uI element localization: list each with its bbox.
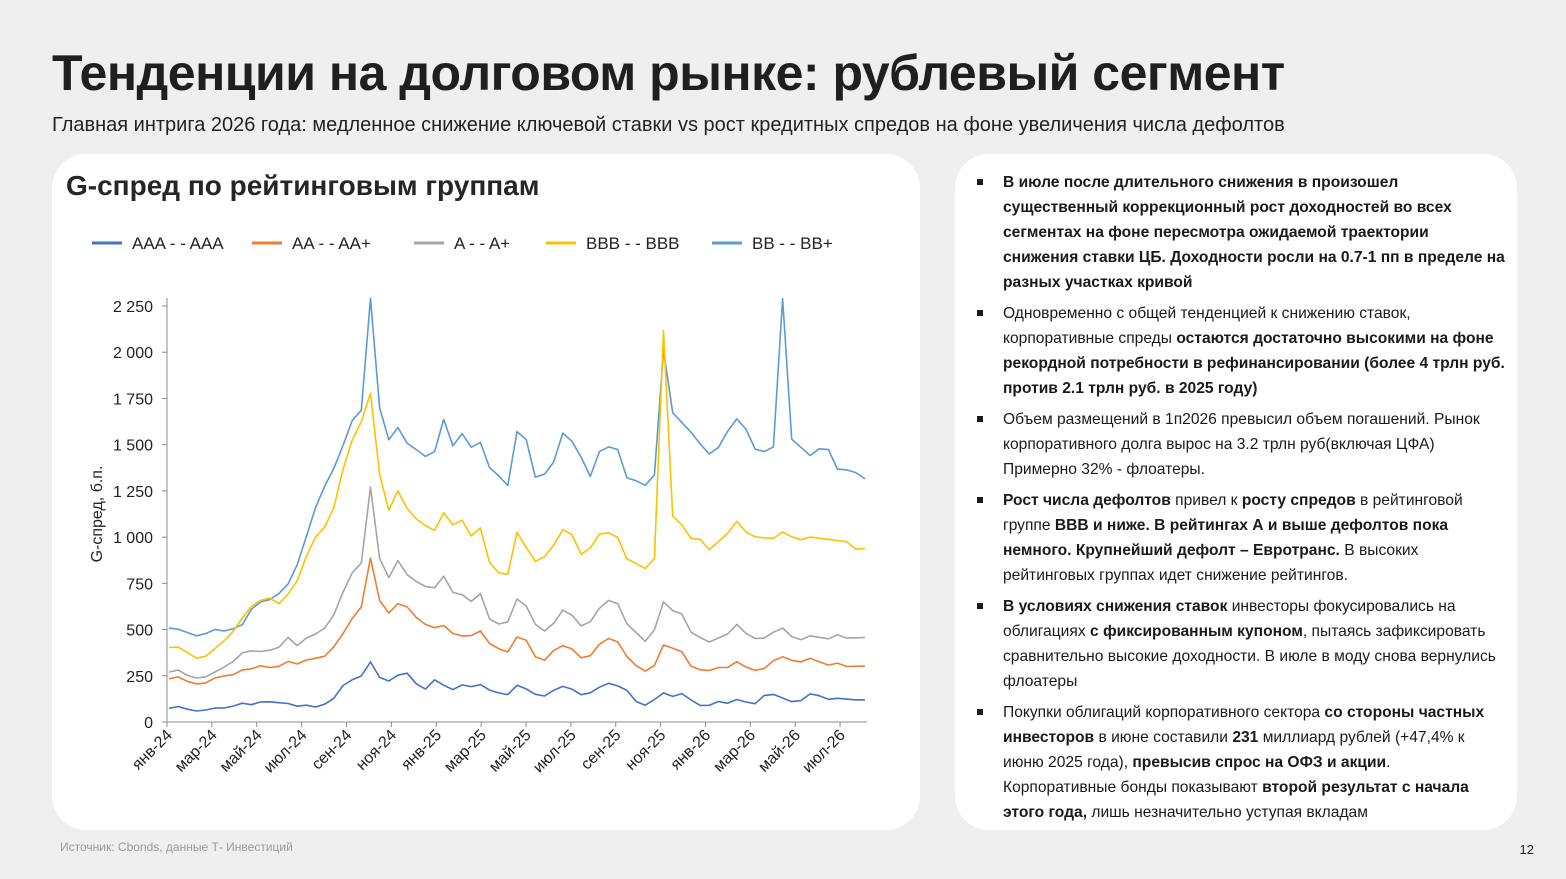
x-tick-label: янв-26 bbox=[668, 727, 715, 774]
legend-label-1: AA - - AA+ bbox=[292, 234, 371, 253]
x-tick-label: июл-25 bbox=[530, 727, 580, 777]
commentary-bullets: В июле после длительного снижения в прои… bbox=[977, 170, 1507, 831]
y-tick-label: 0 bbox=[144, 715, 153, 732]
y-tick-label: 750 bbox=[126, 576, 153, 593]
bullet-text: в июне составили bbox=[1094, 729, 1233, 746]
bullet-marker-icon bbox=[977, 709, 983, 715]
x-tick-label: май-24 bbox=[217, 727, 266, 776]
bullet-bold-text: В июле после длительного снижения в прои… bbox=[1003, 174, 1505, 291]
bullet-bold-text: ВВВ и ниже. В рейтингах А и выше дефолто… bbox=[1003, 517, 1449, 559]
bullet-marker-icon bbox=[977, 497, 983, 503]
bullet-bold-text: 231 bbox=[1232, 729, 1259, 746]
g-spread-chart: 0 250 500 750 1 000 1 250 1 500 1 750 2 000 2 250… bbox=[89, 234, 867, 777]
bullet-text: Покупки облигаций корпоративного сектора bbox=[1003, 704, 1325, 721]
x-tick-label: янв-24 bbox=[129, 727, 176, 774]
x-tick-label: май-25 bbox=[486, 727, 535, 776]
bullet-item: Рост числа дефолтов привел к росту спред… bbox=[977, 488, 1507, 588]
bullet-text: лишь незначительно уступая вкладам bbox=[1087, 804, 1368, 821]
series-line-1 bbox=[168, 557, 866, 685]
bullet-bold-text: со стороны частных инвесторов bbox=[1003, 704, 1485, 746]
x-tick-label: мар-24 bbox=[172, 727, 221, 776]
bullet-bold-text: В условиях снижения ставок bbox=[1003, 598, 1228, 615]
x-tick-label: июл-26 bbox=[799, 727, 849, 777]
bullet-bold-text: с фиксированным купоном bbox=[1089, 623, 1303, 640]
source-note: Источник: Cbonds, данные Т- Инвестиций bbox=[60, 840, 293, 854]
y-tick-label: 250 bbox=[126, 669, 153, 686]
x-tick-label: сен-25 bbox=[578, 727, 625, 774]
bullet-bold-text: росту спредов bbox=[1241, 492, 1356, 509]
x-tick-label: сен-24 bbox=[309, 727, 356, 774]
x-tick-label: мар-26 bbox=[710, 727, 759, 776]
bullet-marker-icon bbox=[977, 310, 983, 316]
bullet-text: Объем размещений в 1п2026 превысил объем… bbox=[1003, 411, 1480, 478]
bullet-text: Одновременно с общей тенденцией к снижен… bbox=[1003, 305, 1411, 347]
bullet-bold-text: второй результат с начала этого года, bbox=[1003, 779, 1469, 821]
bullet-marker-icon bbox=[977, 416, 983, 422]
y-axis-title: G-спред, б.п. bbox=[89, 466, 106, 563]
bullet-item: В июле после длительного снижения в прои… bbox=[977, 170, 1507, 295]
y-tick-label: 1 500 bbox=[113, 438, 153, 455]
y-tick-label: 500 bbox=[126, 623, 153, 640]
bullet-text: инвесторы фокусировались на облигациях bbox=[1003, 598, 1456, 640]
bullet-marker-icon bbox=[977, 603, 983, 609]
bullet-bold-text: Рост числа дефолтов bbox=[1003, 492, 1171, 509]
x-tick-label: ноя-25 bbox=[622, 727, 669, 774]
commentary-card: В июле после длительного снижения в прои… bbox=[955, 154, 1517, 830]
bullet-text: привел к bbox=[1170, 492, 1242, 509]
page-number: 12 bbox=[1519, 842, 1534, 857]
bullet-text: . Корпоративные бонды показывают bbox=[1003, 754, 1391, 796]
x-tick-label: ноя-24 bbox=[353, 727, 400, 774]
y-tick-label: 1 000 bbox=[113, 530, 153, 547]
legend-label-3: BBB - - BBB bbox=[586, 234, 680, 253]
bullet-bold-text: остаются достаточно высокими на фоне рек… bbox=[1003, 330, 1505, 397]
slide-title: Тенденции на долговом рынке: рублевый се… bbox=[52, 45, 1285, 101]
bullet-text: В высоких рейтинговых группах идет сниже… bbox=[1003, 542, 1419, 584]
y-tick-label: 2 000 bbox=[113, 345, 153, 362]
x-tick-label: май-26 bbox=[755, 727, 804, 776]
x-tick-label: мар-25 bbox=[441, 727, 490, 776]
bullet-item: Одновременно с общей тенденцией к снижен… bbox=[977, 301, 1507, 401]
bullet-item: В условиях снижения ставок инвесторы фок… bbox=[977, 594, 1507, 694]
y-tick-label: 2 250 bbox=[113, 299, 153, 316]
bullet-text: миллиард рублей (+47,4% к июню 2025 года… bbox=[1003, 729, 1465, 771]
series-line-0 bbox=[168, 661, 866, 712]
chart-title: G-спред по рейтинговым группам bbox=[66, 170, 540, 201]
bullet-marker-icon bbox=[977, 179, 983, 185]
legend-label-0: AAA - - AAA bbox=[132, 234, 224, 253]
legend-label-4: BB - - BB+ bbox=[752, 234, 833, 253]
bullet-text: , пытаясь зафиксировать сравнительно выс… bbox=[1003, 623, 1496, 690]
x-tick-label: июл-24 bbox=[261, 727, 311, 777]
slide-subtitle: Главная интрига 2026 года: медленное сни… bbox=[52, 114, 1285, 136]
y-tick-label: 1 750 bbox=[113, 391, 153, 408]
bullet-item: Покупки облигаций корпоративного сектора… bbox=[977, 700, 1507, 825]
bullet-bold-text: превысив спрос на ОФЗ и акции bbox=[1132, 754, 1387, 771]
bullet-item: Объем размещений в 1п2026 превысил объем… bbox=[977, 407, 1507, 482]
legend-label-2: A - - A+ bbox=[454, 234, 510, 253]
y-tick-label: 1 250 bbox=[113, 484, 153, 501]
series-line-2 bbox=[168, 486, 866, 679]
chart-card: G-спред по рейтинговым группам 0 250 500 75… bbox=[52, 154, 920, 830]
series-line-4 bbox=[168, 297, 866, 637]
x-tick-label: янв-25 bbox=[398, 727, 445, 774]
bullet-text: в рейтинговой группе bbox=[1003, 492, 1463, 534]
series-line-3 bbox=[168, 329, 866, 660]
